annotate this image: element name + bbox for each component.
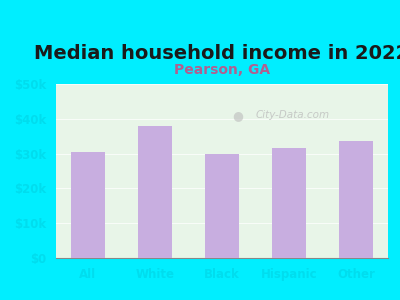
Text: City-Data.com: City-Data.com	[255, 110, 329, 120]
Bar	[205, 154, 239, 258]
Text: ●: ●	[232, 109, 243, 122]
Bar	[138, 126, 172, 258]
Bar	[339, 141, 373, 258]
Title: Median household income in 2022: Median household income in 2022	[34, 44, 400, 63]
Bar	[71, 152, 105, 258]
Bar	[272, 148, 306, 258]
Text: Pearson, GA: Pearson, GA	[174, 63, 270, 77]
